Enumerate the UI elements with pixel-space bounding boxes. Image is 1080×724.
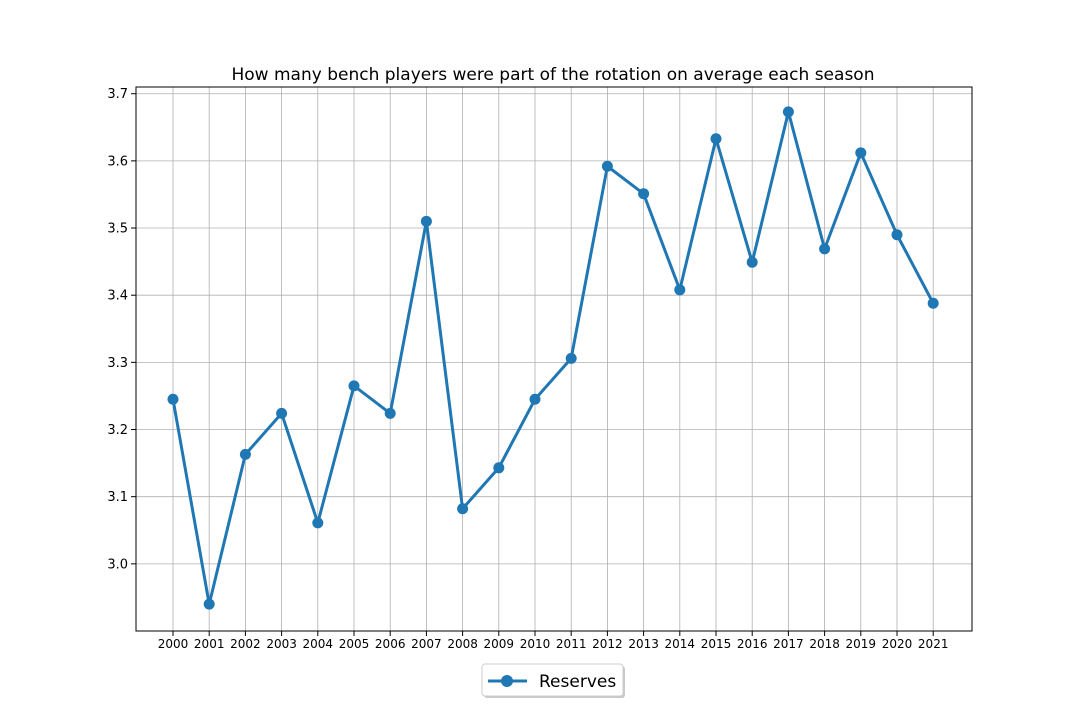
data-point-2013 (638, 188, 650, 200)
data-point-2015 (710, 133, 722, 145)
x-tick-label: 2007 (411, 637, 442, 651)
x-tick-label: 2010 (520, 637, 551, 651)
y-tick-label: 3.7 (107, 87, 128, 102)
y-tick-label: 3.5 (107, 222, 128, 237)
x-tick-label: 2020 (882, 637, 913, 651)
x-tick-label: 2019 (846, 637, 877, 651)
chart-title: How many bench players were part of the … (232, 65, 875, 85)
data-point-2007 (420, 215, 432, 227)
x-tick-label: 2012 (592, 637, 623, 651)
x-tick-label: 2017 (773, 637, 804, 651)
data-point-2006 (384, 407, 396, 419)
y-tick-label: 3.1 (107, 490, 128, 505)
data-point-2016 (746, 256, 758, 268)
x-tick-label: 2000 (158, 637, 189, 651)
series-layer (167, 106, 939, 610)
data-point-2005 (348, 380, 360, 392)
data-point-2012 (601, 160, 613, 172)
data-point-2011 (565, 352, 577, 364)
x-tick-label: 2009 (484, 637, 515, 651)
data-point-2019 (855, 147, 867, 159)
data-point-2017 (782, 106, 794, 118)
x-tick-label: 2003 (266, 637, 297, 651)
x-tick-label: 2015 (701, 637, 732, 651)
data-point-2009 (493, 462, 505, 474)
data-point-2001 (203, 598, 215, 610)
y-axis-ticks: 3.0 3.1 3.2 3.3 3.4 3.5 3.6 3.7 (107, 87, 136, 572)
x-tick-label: 2013 (628, 637, 659, 651)
data-point-2014 (674, 284, 686, 296)
x-axis-ticks: 2000 2001 2002 2003 2004 2005 2006 2007 2008 2009… (158, 631, 949, 651)
y-tick-label: 3.0 (107, 557, 128, 572)
y-tick-label: 3.2 (107, 423, 128, 438)
grid-lines (136, 87, 972, 631)
legend-label-reserves: Reserves (539, 672, 616, 692)
legend: Reserves (481, 663, 625, 698)
data-point-2020 (891, 229, 903, 241)
x-tick-label: 2001 (194, 637, 225, 651)
data-point-2008 (457, 503, 469, 515)
data-point-2000 (167, 393, 179, 405)
x-tick-label: 2002 (230, 637, 261, 651)
plot-area-frame (135, 86, 973, 632)
data-point-2010 (529, 393, 541, 405)
data-point-2021 (927, 297, 939, 309)
x-tick-label: 2016 (737, 637, 768, 651)
data-point-2002 (239, 448, 251, 460)
y-tick-label: 3.4 (107, 289, 128, 304)
x-tick-label: 2021 (918, 637, 949, 651)
y-tick-label: 3.3 (107, 356, 128, 371)
x-tick-label: 2006 (375, 637, 406, 651)
y-tick-label: 3.6 (107, 154, 128, 169)
x-tick-label: 2011 (556, 637, 587, 651)
x-tick-label: 2018 (809, 637, 840, 651)
legend-marker-sample (501, 675, 513, 687)
series-line-reserves (171, 110, 935, 606)
data-point-2004 (312, 517, 324, 529)
data-point-2003 (276, 407, 288, 419)
data-point-2018 (819, 243, 831, 255)
x-tick-label: 2004 (303, 637, 334, 651)
x-tick-label: 2014 (665, 637, 696, 651)
x-tick-label: 2005 (339, 637, 370, 651)
x-tick-label: 2008 (447, 637, 478, 651)
legend-box (481, 663, 624, 697)
